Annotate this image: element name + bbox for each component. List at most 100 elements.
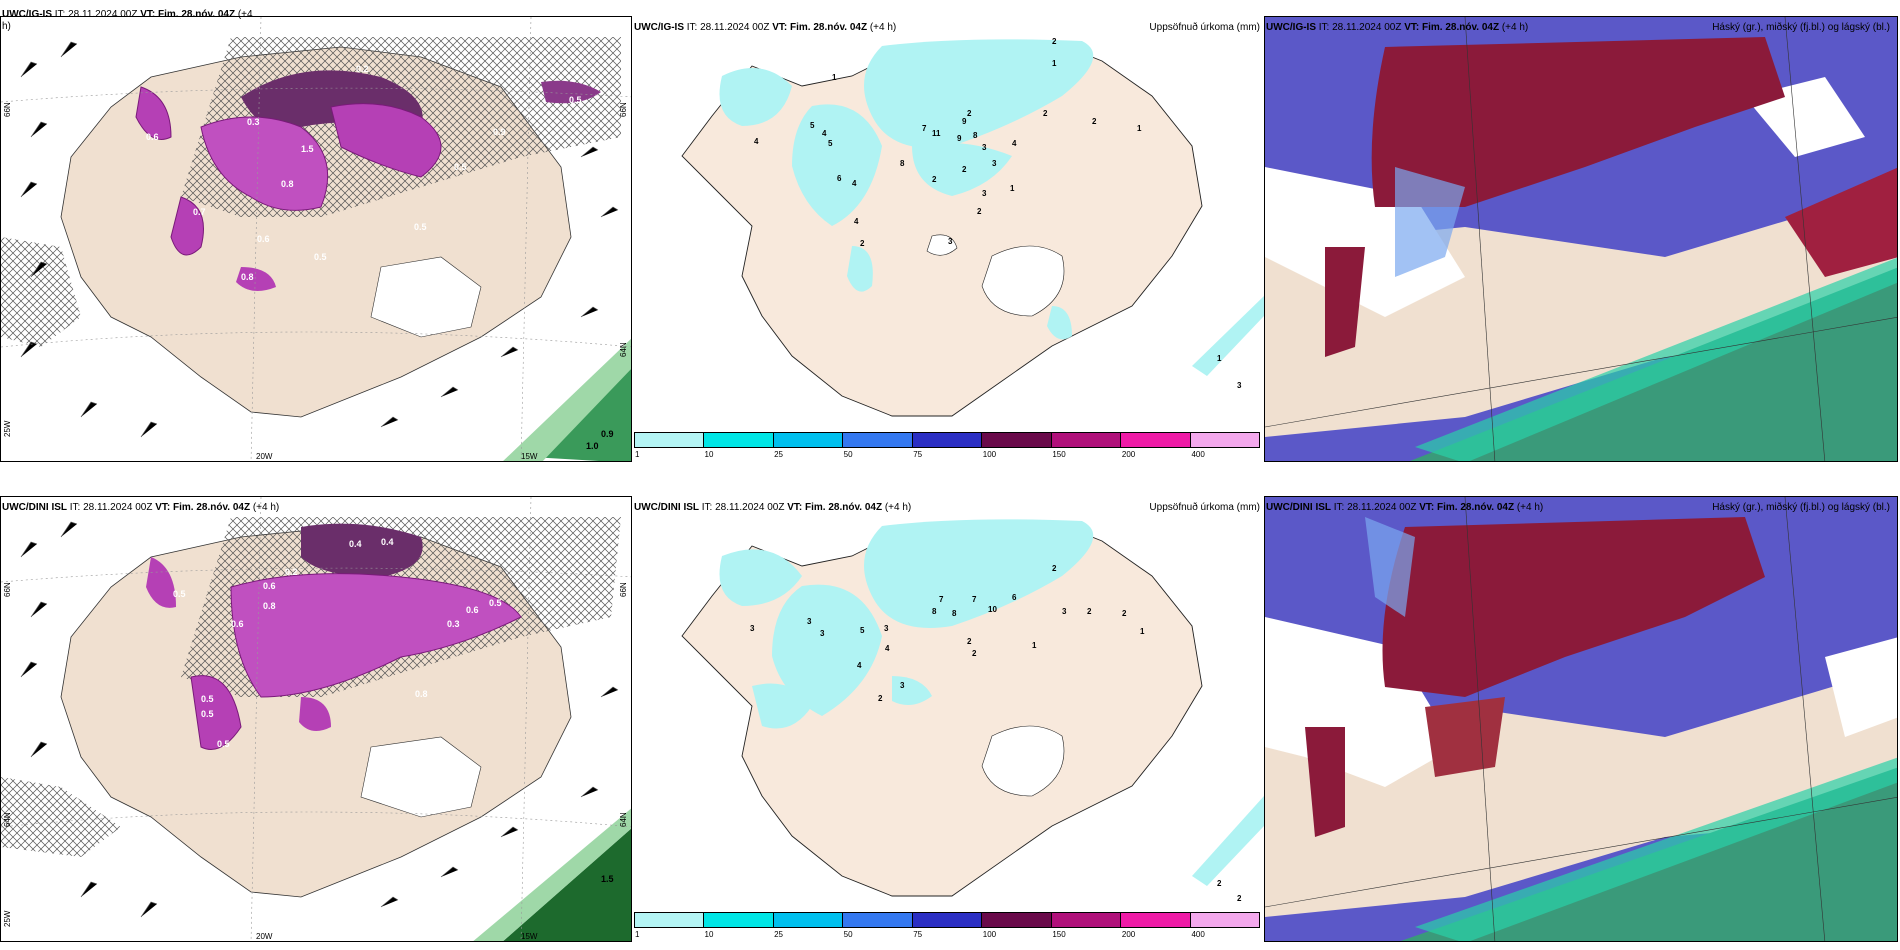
colorbar-swatch — [704, 913, 774, 927]
precip-heavy — [301, 523, 423, 577]
value-label: 4 — [854, 217, 859, 226]
panel-title: UWC/DINI ISL IT: 28.11.2024 00Z VT: Fim.… — [1266, 502, 1544, 513]
map-frame — [1264, 16, 1898, 462]
colorbar-tick: 400 — [1191, 930, 1205, 939]
value-label: 3 — [982, 143, 987, 152]
value-label: 0.8 — [263, 601, 276, 611]
colorbar-swatch — [704, 433, 774, 447]
precip-blob — [541, 80, 601, 104]
cloud-map — [1265, 497, 1897, 941]
panel-top-left: UWC/IG-IS IT: 28.11.2024 00Z VT: Fim. 28… — [0, 0, 632, 470]
value-label: 0.8 — [415, 689, 428, 699]
lat-label: 66N — [3, 582, 12, 597]
lon-label: 15W — [521, 932, 538, 941]
panel-bot-mid: UWC/DINI ISL IT: 28.11.2024 00Z VT: Fim.… — [632, 480, 1264, 950]
value-label: 2 — [967, 109, 972, 118]
value-label: 0.5 — [454, 162, 467, 172]
value-label: 3 — [884, 624, 889, 633]
precip-cyan-areas — [719, 39, 1264, 376]
colorbar-swatch — [912, 433, 983, 447]
precip-blob — [236, 267, 276, 291]
value-label: 2 — [1217, 879, 1222, 888]
colorbar — [634, 912, 1260, 928]
value-label: 1 — [1032, 641, 1037, 650]
colorbar-tick: 1 — [635, 450, 640, 459]
precip-green-light — [503, 338, 631, 461]
value-label: 0.6 — [466, 605, 479, 615]
lat-label: 64N — [619, 812, 628, 827]
value-label: 3 — [982, 189, 987, 198]
value-label: 2 — [977, 207, 982, 216]
colorbar-tick: 75 — [913, 930, 923, 939]
value-label: 4 — [885, 644, 890, 653]
value-label: 2 — [967, 637, 972, 646]
value-label: 2 — [1237, 894, 1242, 903]
value-label: 0.7 — [193, 207, 206, 217]
lat-label: 66N — [619, 102, 628, 117]
value-label: 0.5 — [414, 222, 427, 232]
value-label: 3 — [820, 629, 825, 638]
value-label: 2 — [860, 239, 865, 248]
value-label: 2 — [878, 694, 883, 703]
value-label: 2 — [1087, 607, 1092, 616]
value-label: 3 — [750, 624, 755, 633]
panel-top-mid: UWC/IG-IS IT: 28.11.2024 00Z VT: Fim. 28… — [632, 0, 1264, 470]
colorbar — [634, 432, 1260, 448]
value-label: 0.2 — [285, 567, 298, 577]
colorbar-swatch — [1051, 913, 1122, 927]
lon-label: 15W — [521, 452, 538, 461]
glacier — [981, 725, 1065, 797]
colorbar-swatch — [773, 433, 844, 447]
value-label: 5 — [860, 626, 865, 635]
map-frame: 1 4 5 4 5 4 6 8 7 11 9 8 9 3 2 2 3 4 2 1 — [632, 16, 1264, 462]
value-label: 0.8 — [241, 272, 254, 282]
high-cloud — [1785, 167, 1897, 277]
value-label: 0.3 — [247, 117, 260, 127]
precip-map: 1 4 5 4 5 4 6 8 7 11 9 8 9 3 2 2 3 4 2 1 — [681, 37, 1264, 417]
panel-title: UWC/DINI ISL IT: 28.11.2024 00Z VT: Fim.… — [2, 502, 280, 513]
colorbar-tick: 150 — [1052, 450, 1066, 459]
value-label: 0.5 — [489, 598, 502, 608]
value-label: 2 — [1092, 117, 1097, 126]
glacier — [981, 245, 1065, 317]
panel-right-label: Háský (gr.), miðský (fj.bl.) og lágský (… — [1712, 502, 1890, 513]
colorbar-tick: 25 — [774, 930, 784, 939]
wind-barbs — [20, 521, 619, 918]
value-label: 1 — [1052, 59, 1057, 68]
hatch-area — [1, 777, 121, 857]
colorbar-swatch — [982, 433, 1052, 447]
value-label: 0.5 — [201, 709, 214, 719]
mid-cloud-lightblue — [1395, 167, 1465, 277]
colorbar-swatch — [1051, 433, 1122, 447]
colorbar-swatch — [1190, 913, 1259, 927]
lon-label: 20W — [256, 452, 273, 461]
precip-map: 3 3 3 4 7 8 8 7 10 6 3 2 1 2 2 4 3 1 2 2 — [681, 519, 1264, 903]
value-label: 7 — [922, 124, 927, 133]
precip-blob — [230, 573, 522, 698]
precip-blob — [146, 557, 176, 608]
panel-title: UWC/IG-IS IT: 28.11.2024 00Z VT: Fim. 28… — [2, 9, 253, 32]
value-label: 1.5 — [301, 144, 314, 154]
precip-blob — [330, 103, 442, 178]
precip-blob — [200, 116, 329, 211]
high-cloud — [1425, 697, 1505, 777]
value-label: 0.5 — [217, 739, 230, 749]
value-label: 4 — [822, 129, 827, 138]
value-label: 7 — [939, 595, 944, 604]
colorbar-tick: 100 — [982, 450, 997, 459]
value-label: 5 — [828, 139, 833, 148]
value-label: 10 — [988, 605, 997, 614]
value-label: 0.6 — [263, 581, 276, 591]
colorbar-swatch — [843, 913, 913, 927]
panel-bot-right: UWC/DINI ISL IT: 28.11.2024 00Z VT: Fim.… — [1264, 480, 1900, 950]
wind-barbs — [20, 41, 619, 438]
colorbar-tick: 25 — [774, 450, 784, 459]
value-label: 11 — [932, 129, 941, 138]
colorbar-swatch — [982, 913, 1052, 927]
colorbar-tick: 10 — [704, 450, 714, 459]
white-cloudfree — [1825, 637, 1897, 737]
value-label: 1.0 — [586, 441, 599, 451]
value-label: 8 — [932, 607, 937, 616]
glacier — [926, 234, 958, 256]
value-label: 1 — [1217, 354, 1222, 363]
